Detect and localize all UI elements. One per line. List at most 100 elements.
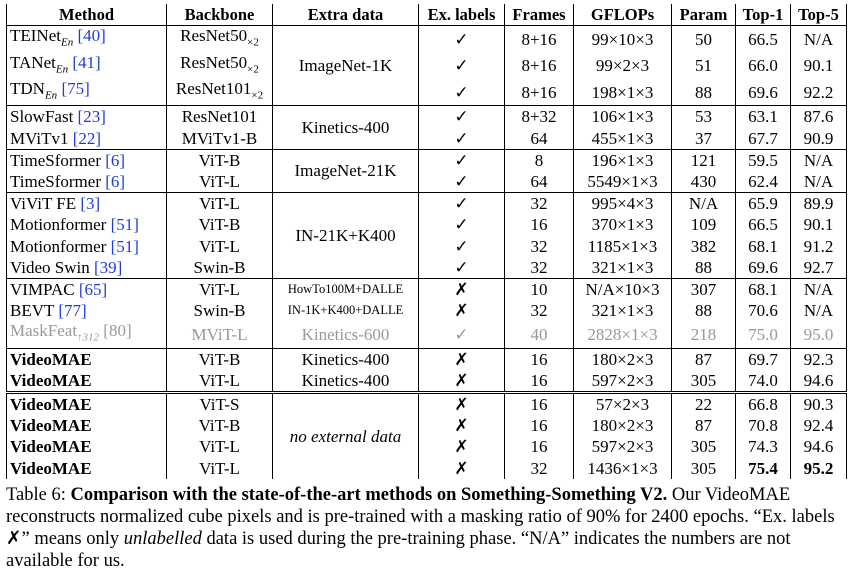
citation: [40] xyxy=(77,26,106,46)
backbone-name: ResNet50 xyxy=(180,26,248,46)
frames-cell: 16 xyxy=(504,436,574,458)
method-cell: TEINetEn [40] xyxy=(6,25,167,53)
backbone-name: MViT-L xyxy=(191,324,248,344)
top1-cell: 69.7 xyxy=(735,347,791,370)
backbone-name: MViTv1-B xyxy=(181,128,258,148)
method-name: MViTv1 xyxy=(10,128,69,148)
param-cell: 382 xyxy=(671,235,736,257)
ex-label-cell: ✗ xyxy=(418,369,505,393)
citation: [80] xyxy=(103,321,132,341)
backbone-cell: ViT-B xyxy=(166,214,273,236)
top5-cell: 92.4 xyxy=(790,415,847,437)
method-cell: BEVT [77] xyxy=(6,300,167,322)
top5-cell: 91.2 xyxy=(790,235,847,257)
backbone-name: ViT-L xyxy=(199,279,240,299)
backbone-subscript: ×2 xyxy=(247,62,259,75)
param-cell: 87 xyxy=(671,347,736,370)
column-header: Frames xyxy=(504,4,574,27)
method-name: VIMPAC xyxy=(10,279,75,299)
method-name: Video Swin xyxy=(10,257,90,277)
method-cell: TANetEn [41] xyxy=(6,52,167,79)
table-row: VideoMAE ViT-B ✗ 16 180×2×3 87 70.8 92.4 xyxy=(6,415,847,437)
method-name: TANet xyxy=(10,52,56,72)
top1-cell: 70.8 xyxy=(735,415,791,437)
ex-label-cell: ✗ xyxy=(418,457,505,479)
param-cell: 109 xyxy=(671,214,736,236)
method-cell: VideoMAE xyxy=(6,436,167,458)
gflops-cell: 180×2×3 xyxy=(573,415,672,437)
gflops-cell: 99×2×3 xyxy=(573,52,672,79)
table-row: VideoMAE ViT-S no external data ✗ 16 57×2×3 22… xyxy=(6,390,847,479)
ex-label-cell: ✓ xyxy=(418,25,505,53)
ex-label-cell: ✗ xyxy=(418,436,505,458)
backbone-cell: Swin-B xyxy=(166,300,273,322)
frames-cell: 16 xyxy=(504,214,574,236)
frames-cell: 64 xyxy=(504,170,574,193)
param-cell: 307 xyxy=(671,277,736,301)
top5-cell: 92.2 xyxy=(790,78,847,106)
extra-data-cell: ImageNet-1K xyxy=(272,25,419,106)
citation: [51] xyxy=(110,236,139,256)
method-name: Motionformer xyxy=(10,215,107,235)
backbone-cell: ViT-L xyxy=(166,436,273,458)
backbone-name: ResNet101 xyxy=(175,78,252,98)
caption-emphasis: unlabelled xyxy=(123,528,202,549)
backbone-cell: ResNet50×2 xyxy=(166,25,273,53)
column-header: Method xyxy=(6,4,167,27)
method-cell: VideoMAE xyxy=(6,347,167,370)
gflops-cell: 198×1×3 xyxy=(573,78,672,106)
method-name: BEVT xyxy=(10,301,55,321)
frames-cell: 40 xyxy=(504,321,574,349)
param-cell: 51 xyxy=(671,52,736,79)
ex-label-cell: ✓ xyxy=(418,321,505,349)
paper-table-figure: Method Backbone Extra data Ex. labels Frames… xyxy=(6,4,847,572)
table-row: ViViT FE [3] ViT-L IN-21K+K400 ✓ 32 995×4×3 N/… xyxy=(6,192,847,279)
ex-label-cell: ✗ xyxy=(418,347,505,370)
top1-cell: 66.5 xyxy=(735,214,791,236)
caption-title: Comparison with the state-of-the-art met… xyxy=(70,484,668,505)
method-name: ViViT FE xyxy=(10,194,77,214)
backbone-name: ViT-L xyxy=(199,437,240,457)
method-name: VideoMAE xyxy=(10,395,92,415)
citation: [75] xyxy=(61,78,90,98)
method-cell: VideoMAE xyxy=(6,369,167,393)
column-header: Top-5 xyxy=(790,4,847,27)
column-header: Ex. labels xyxy=(418,4,505,27)
param-cell: 88 xyxy=(671,300,736,322)
top5-cell: N/A xyxy=(790,148,847,171)
frames-cell: 16 xyxy=(504,415,574,437)
method-subscript: En xyxy=(44,89,58,102)
method-name: VideoMAE xyxy=(10,437,92,457)
frames-cell: 16 xyxy=(504,347,574,370)
gflops-cell: 1185×1×3 xyxy=(573,235,672,257)
backbone-name: Swin-B xyxy=(193,257,246,277)
param-cell: 88 xyxy=(671,78,736,106)
citation: [39] xyxy=(93,257,123,277)
backbone-cell: ResNet101×2 xyxy=(166,78,273,106)
method-name: VideoMAE xyxy=(10,416,92,436)
frames-cell: 8+16 xyxy=(504,52,574,79)
table-row: TEINetEn [40] ResNet50×2 ImageNet-1K ✓ 8+16 9… xyxy=(6,25,847,106)
method-cell: VideoMAE xyxy=(6,457,167,479)
top1-cell: 59.5 xyxy=(735,148,791,171)
table-row: TANetEn [41] ResNet50×2 ✓ 8+16 99×2×3 51 66.0 9… xyxy=(6,52,847,79)
column-header: Param xyxy=(671,4,736,27)
top5-cell: 89.9 xyxy=(790,192,847,215)
table-row: Video Swin [39] Swin-B ✓ 32 321×1×3 88 69.6 92.… xyxy=(6,256,847,279)
method-cell: TDNEn [75] xyxy=(6,78,167,106)
citation: [41] xyxy=(72,52,101,72)
method-cell: TimeSformer [6] xyxy=(6,170,167,193)
method-cell: VIMPAC [65] xyxy=(6,277,167,301)
top1-cell: 75.0 xyxy=(735,321,791,349)
frames-cell: 32 xyxy=(504,256,574,279)
method-name: MaskFeat xyxy=(10,321,78,341)
citation: [23] xyxy=(77,107,106,127)
backbone-cell: ViT-L xyxy=(166,235,273,257)
table-body: TEINetEn [40] ResNet50×2 ImageNet-1K ✓ 8+16 9… xyxy=(6,25,847,479)
frames-cell: 8+16 xyxy=(504,78,574,106)
top5-cell: N/A xyxy=(790,277,847,301)
backbone-cell: ViT-B xyxy=(166,415,273,437)
param-cell: 430 xyxy=(671,170,736,193)
gflops-cell: 106×1×3 xyxy=(573,105,672,128)
top5-cell: 95.0 xyxy=(790,321,847,349)
